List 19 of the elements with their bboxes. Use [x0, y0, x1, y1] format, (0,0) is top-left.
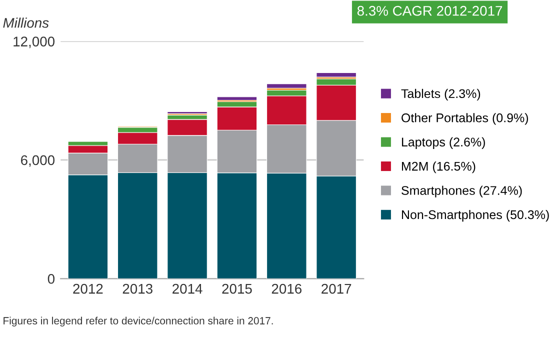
x-tick-label: 2014 [172, 284, 202, 294]
legend-label: M2M (16.5%) [402, 162, 476, 174]
text: Figures in legend refer to device/connection share in 2017. [4, 316, 273, 326]
x-tick-label: 2016 [272, 284, 302, 294]
text: 8.3% CAGR 2012-2017 [357, 6, 502, 16]
x-tick-label: 2015 [222, 284, 252, 294]
y-tick-label: 0 [48, 274, 55, 284]
x-tick-label: 2012 [73, 284, 103, 294]
bar [266, 84, 307, 88]
y-axis-title: Millions [3, 18, 49, 28]
legend-label: Smartphones (27.4%) [402, 186, 522, 198]
legend-label: Laptops (2.6%) [402, 137, 485, 149]
y-tick-label: 12,000 [14, 36, 55, 48]
y-tick-label: 6,000 [21, 155, 55, 167]
legend-label: Tablets (2.3%) [401, 88, 480, 101]
x-tick-label: 2017 [322, 284, 352, 294]
legend-label: Other Portables (0.9%) [402, 113, 528, 125]
legend-label: Non-Smartphones (50.3%) [402, 210, 549, 222]
x-tick-label: 2013 [122, 284, 152, 294]
